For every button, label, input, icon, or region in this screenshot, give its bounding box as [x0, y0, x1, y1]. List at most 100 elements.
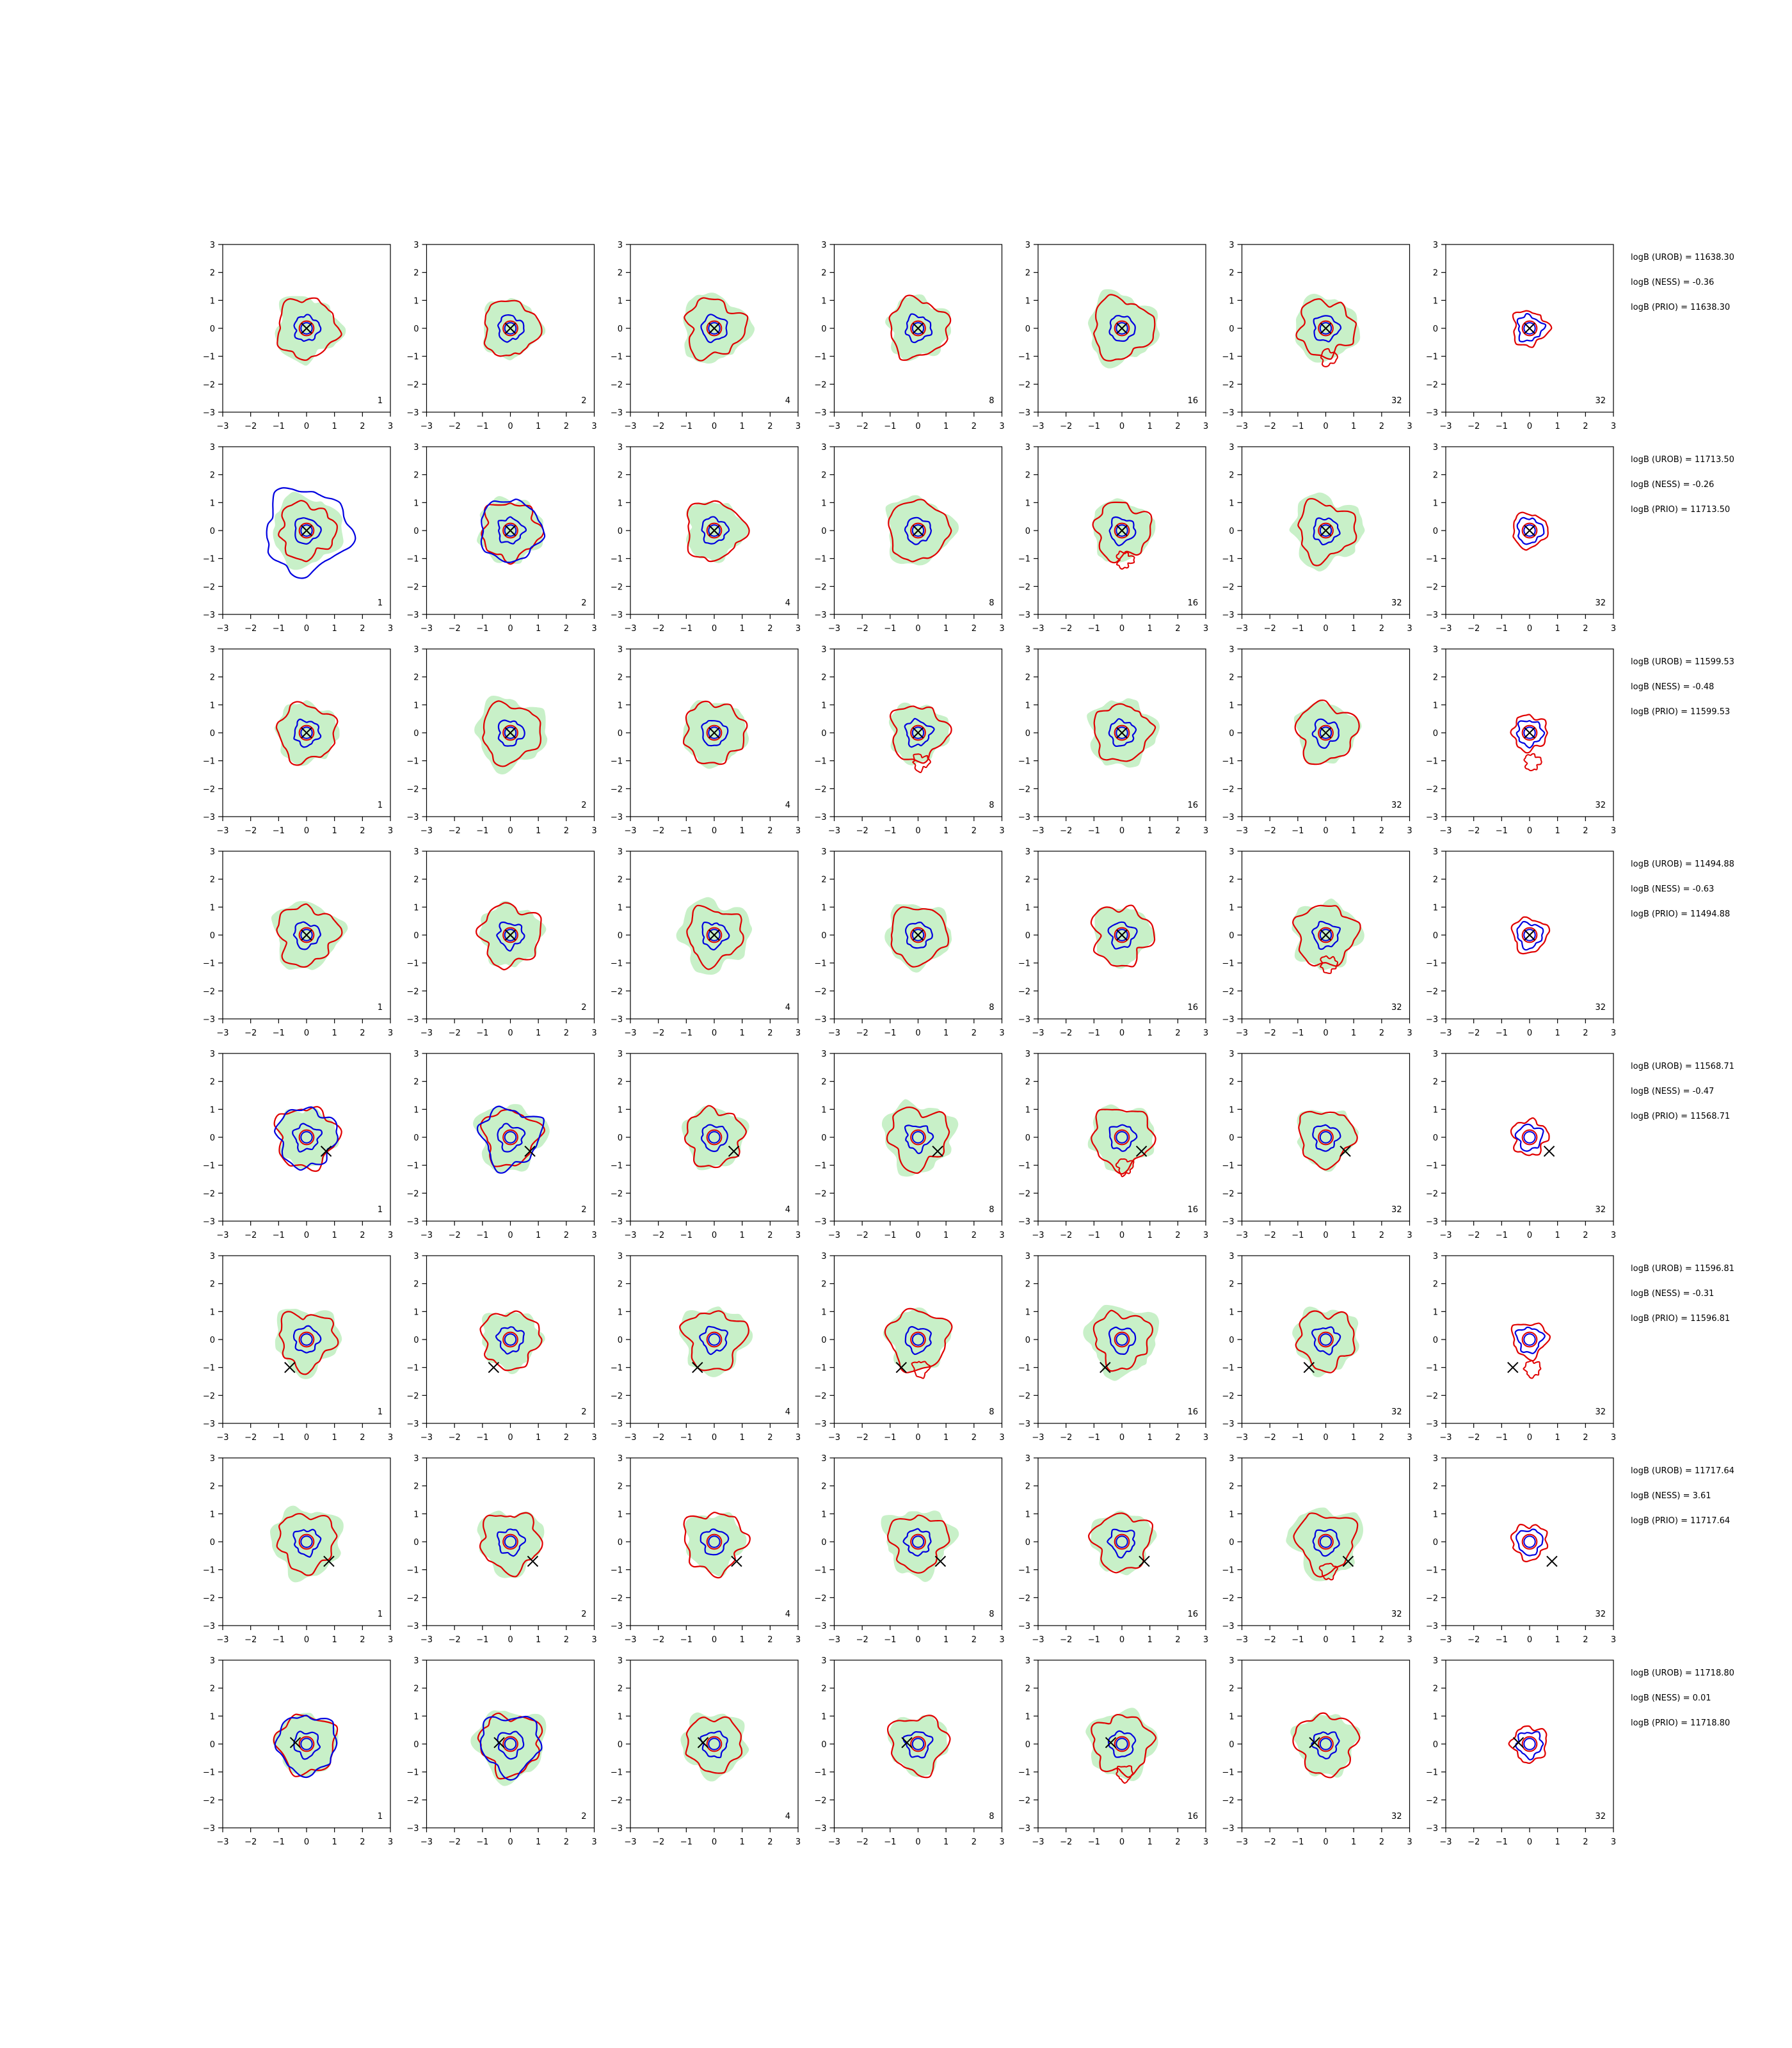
panel: −3−3 −2 −2 −1 −1 0 0 1 1 2 2 3 3 32 — [1222, 645, 1412, 836]
x-tick-label: −3 — [1439, 1635, 1452, 1645]
y-tick-label: −2 — [1222, 582, 1234, 592]
core-contour-blue — [1523, 929, 1536, 941]
y-tick-label: −2 — [1222, 1189, 1234, 1199]
x-tick-label: 3 — [999, 1433, 1004, 1443]
logb-annotation: logB (UROB) = 11718.80 — [1631, 1668, 1734, 1678]
x-tick-label: 3 — [388, 826, 393, 836]
y-tick-label: −3 — [611, 1015, 623, 1025]
outer-contour — [278, 500, 339, 563]
core-contour-blue — [911, 322, 925, 335]
y-tick-label: −2 — [1426, 1594, 1438, 1603]
x-tick-label: 0 — [1527, 1028, 1532, 1038]
y-tick-label: −3 — [1018, 813, 1030, 822]
plot-area — [680, 1712, 749, 1782]
panel: −3−3 −2 −2 −1 −1 0 0 1 1 2 2 3 3 4 — [611, 1656, 801, 1847]
y-tick-label: −1 — [406, 1364, 419, 1373]
outer-contour — [886, 1106, 950, 1174]
y-tick-label: −2 — [1426, 582, 1438, 592]
panel-label: 8 — [989, 801, 994, 810]
x-tick-label: 0 — [508, 1433, 513, 1443]
panel: −3−3 −2 −2 −1 −1 0 0 1 1 2 2 3 3 1 — [203, 1656, 393, 1847]
x-tick-label: 2 — [972, 624, 977, 634]
y-tick-label: 0 — [413, 324, 419, 334]
panel-label: 32 — [1391, 1610, 1402, 1619]
y-tick-label: −3 — [1018, 1015, 1030, 1025]
x-tick-label: 3 — [1611, 1433, 1616, 1443]
y-tick-label: −1 — [1222, 1162, 1234, 1171]
y-tick-label: 3 — [821, 443, 826, 452]
y-tick-label: −2 — [814, 1391, 826, 1401]
plot-area — [885, 495, 959, 566]
panel: −3−3 −2 −2 −1 −1 0 0 1 1 2 2 3 3 8 — [814, 1454, 1004, 1645]
x-tick-label: −1 — [680, 624, 692, 634]
wide-contour — [274, 1715, 338, 1779]
x-tick-label: 1 — [943, 1837, 948, 1847]
x-tick-label: −2 — [1264, 826, 1276, 836]
y-tick-label: 1 — [821, 701, 826, 710]
y-tick-label: 3 — [618, 443, 623, 452]
y-tick-label: 3 — [413, 241, 419, 250]
panel: −3−3 −2 −2 −1 −1 0 0 1 1 2 2 3 3 2 — [406, 1656, 596, 1847]
core-contour-blue — [911, 1738, 925, 1750]
y-tick-label: 1 — [413, 903, 419, 913]
true-value-marker — [504, 323, 516, 334]
y-tick-label: 2 — [1025, 673, 1030, 683]
outer-contour — [1090, 904, 1156, 968]
density-fill — [1293, 700, 1362, 765]
panel-label: 4 — [785, 598, 790, 608]
x-tick-label: 0 — [712, 1231, 717, 1240]
logb-annotation: logB (NESS) = -0.63 — [1631, 884, 1714, 894]
y-tick-label: 2 — [1229, 269, 1234, 278]
x-tick-label: 1 — [1148, 1837, 1153, 1847]
y-tick-label: 0 — [1433, 1133, 1438, 1143]
y-tick-label: −1 — [611, 555, 623, 564]
y-tick-label: 1 — [1025, 1308, 1030, 1317]
x-tick-label: 0 — [1323, 1231, 1328, 1240]
x-tick-label: −2 — [1468, 826, 1480, 836]
logb-annotation: logB (UROB) = 11568.71 — [1631, 1062, 1734, 1071]
y-tick-label: 3 — [413, 1454, 419, 1464]
core-contour-blue — [1319, 1738, 1332, 1750]
y-tick-label: −3 — [1018, 1824, 1030, 1834]
core-contour-red — [298, 1331, 315, 1348]
y-tick-label: −1 — [1426, 757, 1438, 767]
x-tick-label: −2 — [1060, 1231, 1072, 1240]
core-contour-red — [910, 320, 926, 337]
inner-contour — [496, 921, 525, 952]
x-tick-label: 1 — [536, 826, 541, 836]
x-tick-label: 0 — [1119, 826, 1124, 836]
y-tick-label: 1 — [821, 1712, 826, 1722]
panel-label: 4 — [785, 801, 790, 810]
y-tick-label: 2 — [618, 1078, 623, 1087]
core-contour-red — [502, 522, 518, 539]
x-tick-label: 3 — [388, 1028, 393, 1038]
panel: −3−3 −2 −2 −1 −1 0 0 1 1 2 2 3 3 8 — [814, 645, 1004, 836]
x-tick-label: 0 — [712, 826, 717, 836]
x-tick-label: −2 — [652, 422, 664, 431]
x-tick-label: 2 — [972, 1433, 977, 1443]
y-tick-label: −1 — [611, 1566, 623, 1576]
panel: −3−3 −2 −2 −1 −1 0 0 1 1 2 2 3 3 32 — [1426, 1656, 1616, 1847]
y-tick-label: 2 — [1025, 1280, 1030, 1290]
core-contour-blue — [708, 726, 721, 739]
y-tick-label: −1 — [406, 555, 419, 564]
x-tick-label: −2 — [1060, 1433, 1072, 1443]
x-tick-label: −3 — [420, 422, 433, 431]
panel: −3−3 −2 −2 −1 −1 0 0 1 1 2 2 3 3 32 — [1426, 847, 1616, 1038]
panel: −3−3 −2 −2 −1 −1 0 0 1 1 2 2 3 3 8 — [814, 443, 1004, 634]
plot-area — [679, 1306, 753, 1377]
y-tick-label: 2 — [413, 1078, 419, 1087]
x-tick-label: 3 — [1203, 1028, 1208, 1038]
y-tick-label: −2 — [1018, 1189, 1030, 1199]
x-tick-label: −3 — [828, 1231, 840, 1240]
density-fill — [275, 1309, 342, 1379]
y-tick-label: −2 — [1018, 785, 1030, 794]
y-tick-label: 1 — [1229, 701, 1234, 710]
x-tick-label: 3 — [388, 422, 393, 431]
x-tick-label: 3 — [591, 1837, 596, 1847]
x-tick-label: 3 — [999, 1231, 1004, 1240]
true-value-marker — [912, 525, 924, 536]
x-tick-label: 2 — [972, 1837, 977, 1847]
x-tick-label: −1 — [884, 1028, 896, 1038]
true-value-marker — [1309, 1737, 1320, 1748]
